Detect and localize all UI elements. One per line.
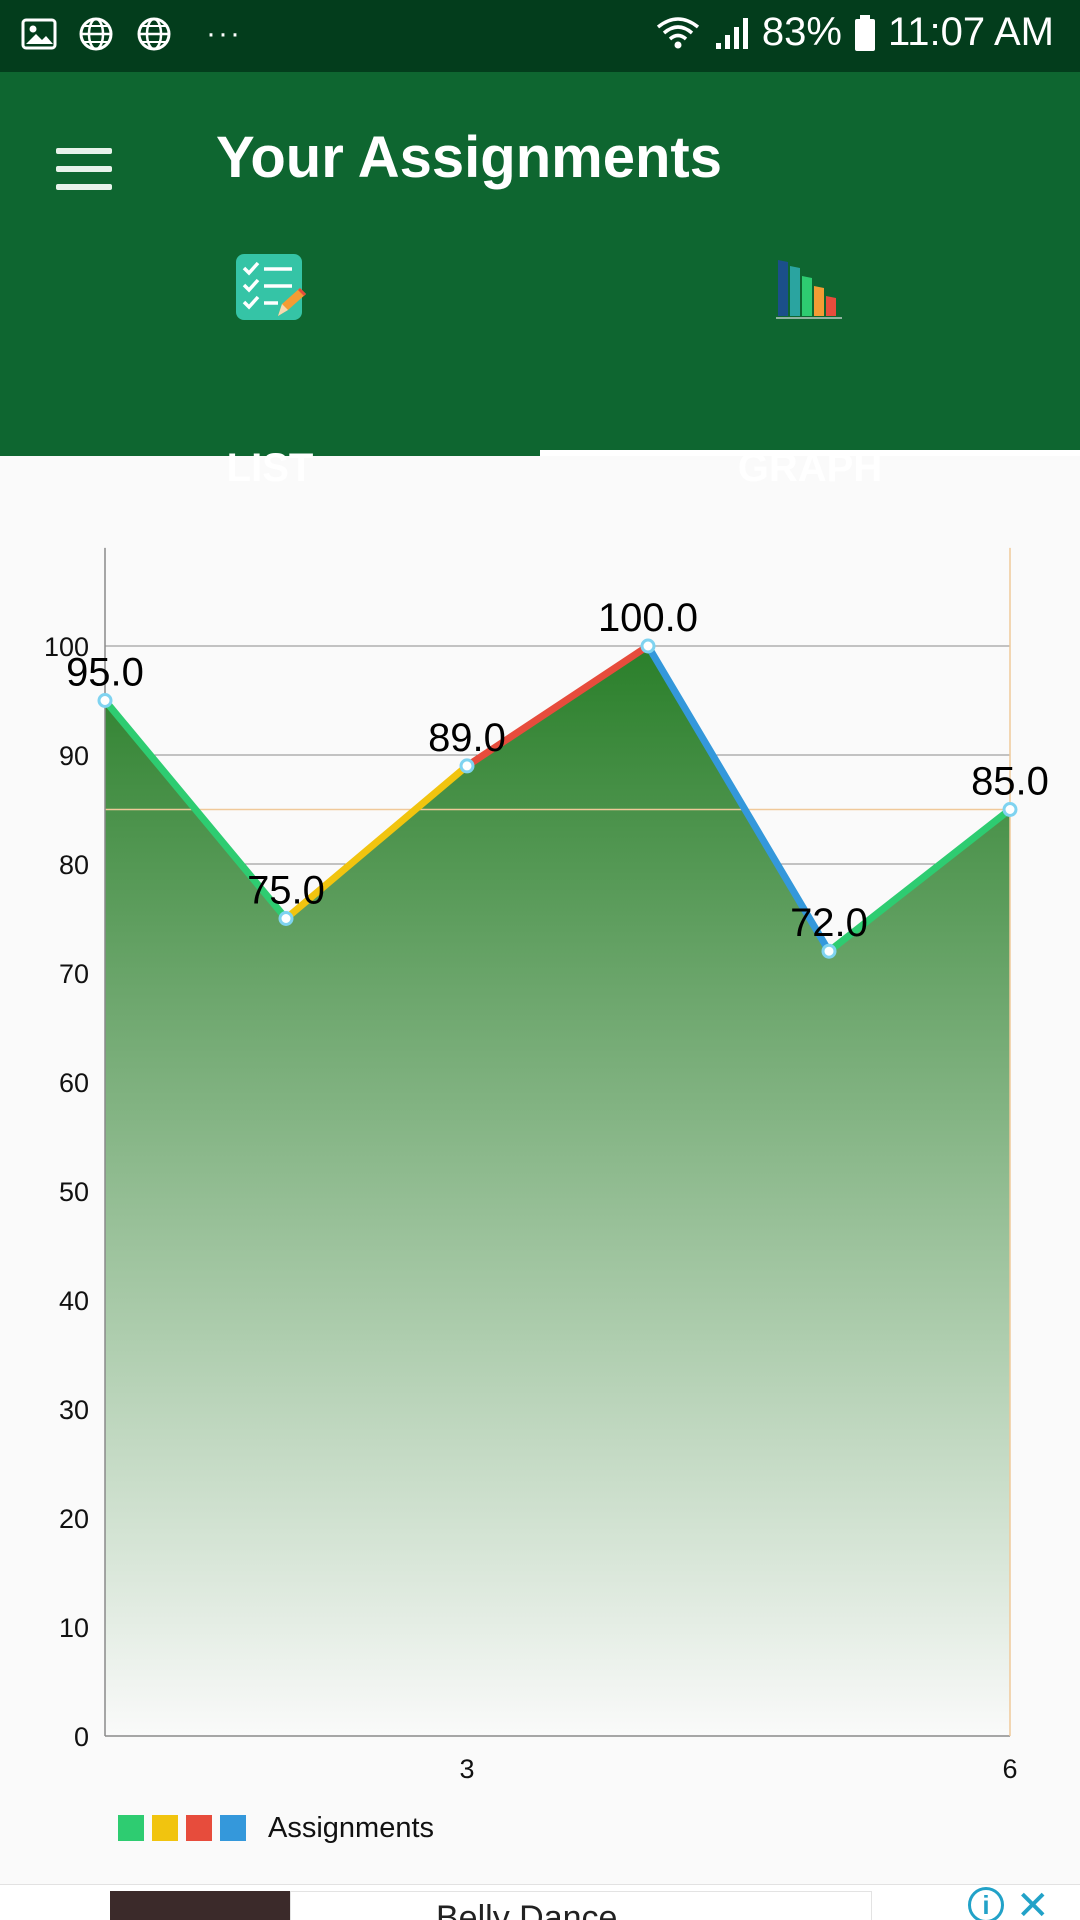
line-segment: [463, 642, 652, 770]
status-bar: ··· 83% 11:07 AM: [0, 0, 1080, 72]
status-right-icons: 83% 11:07 AM: [654, 10, 1054, 55]
tab-graph[interactable]: GRAPH: [540, 252, 1080, 490]
ad-info-icon[interactable]: i: [968, 1887, 1004, 1920]
y-tick-label: 60: [59, 1068, 89, 1098]
chart-legend: Assignments: [118, 1808, 434, 1848]
x-tick-label: 3: [459, 1754, 474, 1784]
line-segment: [644, 642, 833, 955]
data-label: 72.0: [790, 901, 868, 945]
battery-icon: [854, 14, 875, 51]
y-tick-label: 0: [74, 1722, 89, 1752]
bar-graph-icon: [776, 260, 842, 319]
y-tick-label: 20: [59, 1504, 89, 1534]
data-label: 89.0: [428, 716, 506, 760]
tab-list-label: LIST: [226, 446, 314, 490]
clock: 11:07 AM: [887, 10, 1054, 54]
area-fill: [105, 646, 1010, 1736]
data-label: 100.0: [598, 596, 698, 640]
y-tick-label: 70: [59, 959, 89, 989]
legend-swatch: [220, 1815, 246, 1841]
data-point: [1002, 802, 1018, 817]
selected-tab-indicator: [540, 450, 1080, 456]
y-tick-label: 30: [59, 1395, 89, 1425]
y-tick-label: 80: [59, 850, 89, 880]
battery-percent: 83%: [761, 10, 842, 54]
page-title: Your Assignments: [216, 125, 722, 190]
y-tick-label: 10: [59, 1613, 89, 1643]
checklist-icon: [236, 254, 306, 320]
y-tick-label: 50: [59, 1177, 89, 1207]
globe-icon: [79, 17, 113, 51]
y-tick-label: 90: [59, 741, 89, 771]
data-point: [821, 943, 837, 959]
ad-close-icon[interactable]: ✕: [1016, 1884, 1050, 1920]
ad-banner[interactable]: Belly Dance i ✕: [0, 1884, 1080, 1920]
line-segment: [825, 806, 1014, 955]
data-point: [278, 911, 294, 926]
ad-image[interactable]: [110, 1891, 290, 1920]
legend-swatch: [152, 1815, 178, 1841]
tab-list[interactable]: LIST: [0, 252, 540, 490]
app-bar: Your Assignments LIST GRAPH: [0, 72, 1080, 490]
data-label: 85.0: [971, 760, 1049, 804]
data-point: [97, 693, 113, 708]
data-label: 95.0: [66, 651, 144, 695]
wifi-icon: [656, 16, 699, 48]
status-left-icons: ···: [20, 14, 242, 54]
y-tick-label: 100: [44, 632, 89, 662]
ad-card[interactable]: [290, 1891, 872, 1920]
ad-title[interactable]: Belly Dance: [436, 1899, 618, 1920]
signal-icon: [715, 17, 748, 49]
line-segment: [282, 762, 471, 922]
legend-swatch: [186, 1815, 212, 1841]
y-tick-label: 40: [59, 1286, 89, 1316]
legend-label: Assignments: [268, 1811, 435, 1844]
chart-svg: 0 10 20 30 40 50 60 70 80 90 100 3 6 95.0 75.0 89.0 100…: [44, 547, 1049, 1784]
globe-icon: [137, 17, 171, 51]
line-segment: [101, 697, 290, 922]
more-icon: ···: [206, 17, 242, 50]
legend-swatch: [118, 1815, 144, 1841]
data-point: [640, 638, 656, 654]
hamburger-menu-icon[interactable]: [44, 130, 124, 210]
line-chart[interactable]: 0 10 20 30 40 50 60 70 80 90 100 3 6 95.0 75.0 89.0 100…: [0, 456, 1080, 1876]
x-tick-label: 6: [1002, 1754, 1017, 1784]
image-icon: [21, 18, 57, 50]
data-label: 75.0: [247, 869, 325, 913]
data-point: [459, 758, 475, 774]
